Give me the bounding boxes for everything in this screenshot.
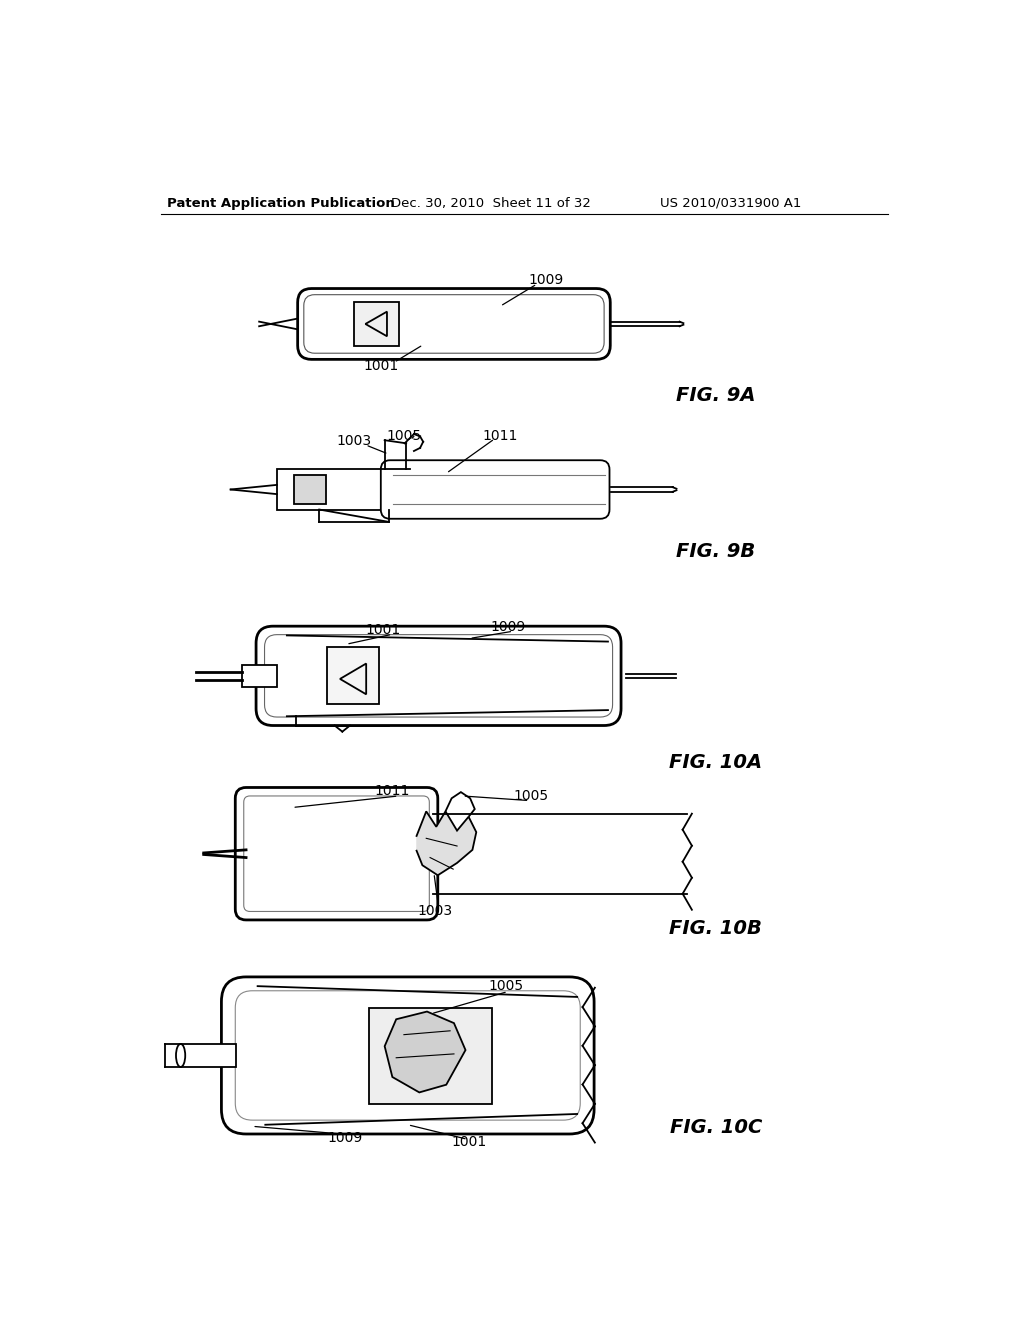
PathPatch shape <box>416 812 476 875</box>
Bar <box>243 665 276 686</box>
Text: 1001: 1001 <box>452 1135 487 1150</box>
Text: 1009: 1009 <box>528 273 564 286</box>
Bar <box>276 470 399 510</box>
Text: FIG. 10A: FIG. 10A <box>670 752 762 772</box>
Ellipse shape <box>176 1044 185 1067</box>
Text: 1001: 1001 <box>366 623 400 636</box>
FancyBboxPatch shape <box>221 977 594 1134</box>
FancyBboxPatch shape <box>256 626 621 726</box>
Bar <box>354 302 398 346</box>
FancyBboxPatch shape <box>236 788 438 920</box>
Text: 1009: 1009 <box>490 619 525 634</box>
Text: 1011: 1011 <box>482 429 518 442</box>
Text: 1005: 1005 <box>513 789 549 803</box>
Bar <box>180 1044 237 1067</box>
Text: FIG. 10C: FIG. 10C <box>670 1118 762 1137</box>
Text: 1003: 1003 <box>417 904 453 919</box>
Bar <box>327 647 379 705</box>
Bar <box>370 1007 493 1104</box>
Text: US 2010/0331900 A1: US 2010/0331900 A1 <box>660 197 802 210</box>
Bar <box>294 475 326 504</box>
FancyBboxPatch shape <box>298 289 610 359</box>
Text: 1001: 1001 <box>364 359 398 374</box>
Text: 1011: 1011 <box>375 784 410 799</box>
Text: 1005: 1005 <box>488 979 524 993</box>
Polygon shape <box>385 1011 466 1093</box>
Text: FIG. 9A: FIG. 9A <box>676 385 756 405</box>
Text: 1003: 1003 <box>336 434 372 447</box>
FancyBboxPatch shape <box>244 796 429 911</box>
Text: FIG. 9B: FIG. 9B <box>676 541 756 561</box>
Text: 1005: 1005 <box>386 429 422 442</box>
Text: Patent Application Publication: Patent Application Publication <box>167 197 394 210</box>
Text: 1009: 1009 <box>327 1131 362 1144</box>
Text: FIG. 10B: FIG. 10B <box>670 919 762 939</box>
FancyBboxPatch shape <box>264 635 612 717</box>
FancyBboxPatch shape <box>236 991 581 1121</box>
FancyBboxPatch shape <box>304 294 604 354</box>
FancyBboxPatch shape <box>381 461 609 519</box>
Text: Dec. 30, 2010  Sheet 11 of 32: Dec. 30, 2010 Sheet 11 of 32 <box>391 197 591 210</box>
